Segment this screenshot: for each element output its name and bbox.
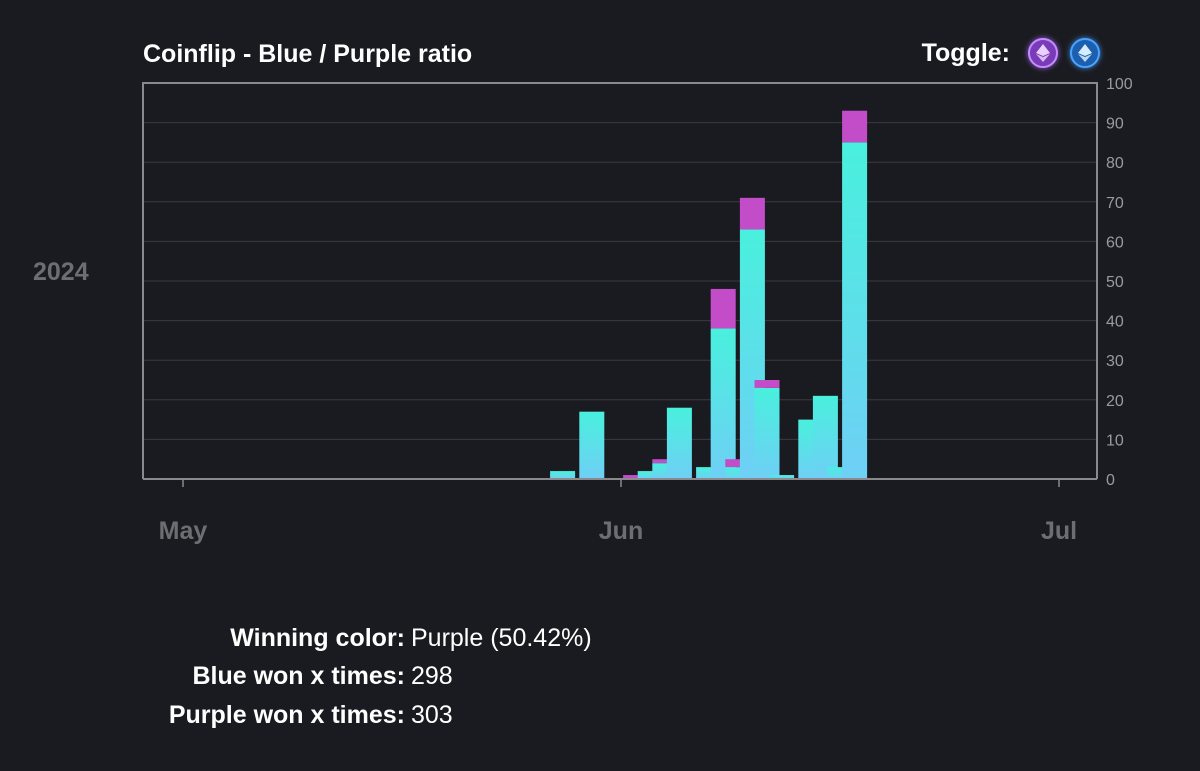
y-tick-label: 80: [1106, 155, 1124, 172]
purple-won-value: 303: [411, 701, 453, 729]
bar-blue[interactable]: [812, 395, 838, 479]
bar-blue[interactable]: [696, 467, 722, 479]
bar-blue[interactable]: [842, 142, 868, 479]
bar-blue[interactable]: [666, 407, 692, 479]
bar-purple[interactable]: [739, 197, 765, 230]
bar-purple[interactable]: [623, 475, 649, 479]
bar-purple[interactable]: [710, 288, 736, 329]
bar-blue[interactable]: [637, 471, 663, 479]
y-tick-label: 40: [1106, 314, 1124, 331]
y-tick-label: 20: [1106, 393, 1124, 410]
winning-color-value: Purple (50.42%): [411, 624, 592, 652]
y-tick-label: 30: [1106, 353, 1124, 370]
chart-title: Coinflip - Blue / Purple ratio: [143, 40, 473, 68]
x-tick-label: Jun: [599, 517, 643, 545]
year-label: 2024: [33, 258, 89, 286]
y-tick-label: 90: [1106, 116, 1124, 133]
bar-blue[interactable]: [710, 328, 736, 479]
bar-blue[interactable]: [579, 411, 605, 479]
x-tick-label: May: [159, 517, 208, 545]
bar-purple[interactable]: [652, 459, 678, 464]
bar-blue[interactable]: [550, 471, 576, 479]
purple-toggle-button[interactable]: [1028, 38, 1058, 68]
plot-frame: [142, 82, 1098, 479]
blue-won-value: 298: [411, 662, 453, 690]
y-tick-label: 70: [1106, 195, 1124, 212]
blue-toggle-button[interactable]: [1070, 38, 1100, 68]
y-tick-label: 50: [1106, 274, 1124, 291]
eth-diamond-icon: [1078, 44, 1092, 62]
x-tick-label: Jul: [1041, 517, 1077, 545]
bar-blue[interactable]: [725, 467, 751, 479]
y-tick-label: 60: [1106, 234, 1124, 251]
bar-blue[interactable]: [754, 387, 780, 479]
bar-blue[interactable]: [769, 475, 795, 479]
bar-purple[interactable]: [725, 459, 751, 468]
bar-purple[interactable]: [842, 110, 868, 143]
winning-color-label: Winning color:: [230, 624, 405, 652]
bar-purple[interactable]: [754, 380, 780, 388]
y-tick-label: 100: [1106, 76, 1133, 93]
series-toggle: Toggle:: [922, 38, 1100, 68]
purple-won-label: Purple won x times:: [168, 701, 405, 729]
y-tick-label: 10: [1106, 432, 1124, 449]
y-tick-label: 0: [1106, 472, 1115, 489]
toggle-label: Toggle:: [921, 38, 1010, 67]
blue-won-label: Blue won x times:: [192, 662, 405, 690]
bar-blue[interactable]: [827, 467, 853, 479]
eth-diamond-icon: [1036, 44, 1050, 62]
